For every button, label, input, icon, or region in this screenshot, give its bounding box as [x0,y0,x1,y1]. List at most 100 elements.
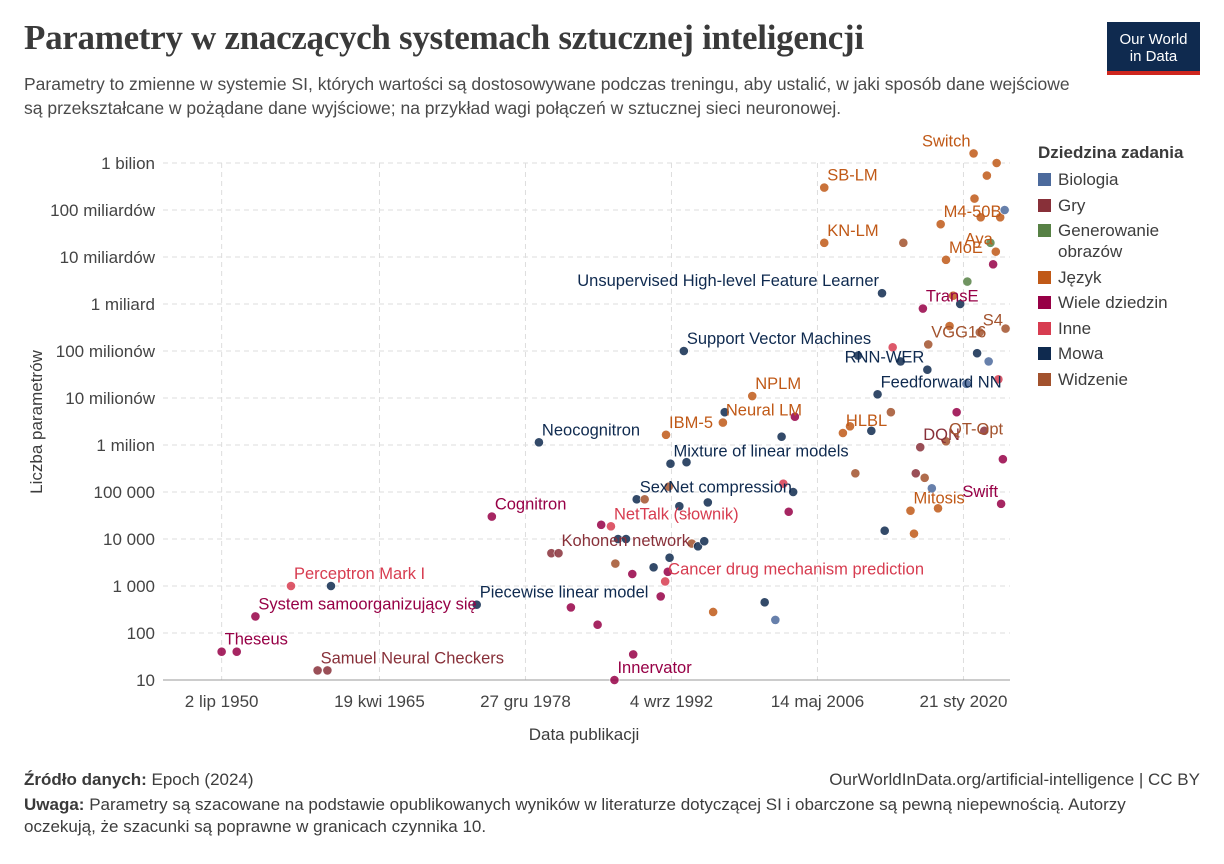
data-point[interactable] [944,321,955,331]
data-point[interactable] [231,646,242,657]
data-point[interactable] [681,457,692,468]
data-point[interactable] [678,346,689,356]
data-point[interactable] [997,454,1008,465]
data-point[interactable] [216,646,227,657]
data-point[interactable] [621,534,631,544]
data-point[interactable] [988,259,999,270]
data-point[interactable] [923,339,934,350]
data-point[interactable] [606,521,616,532]
data-point[interactable] [910,468,921,479]
data-point[interactable] [819,237,830,248]
data-point[interactable] [885,407,896,418]
data-point[interactable] [979,425,990,436]
data-point[interactable] [609,675,620,685]
data-point[interactable] [566,602,576,613]
data-point[interactable] [783,506,794,517]
data-point[interactable] [941,436,951,447]
legend-item[interactable]: Mowa [1038,343,1218,364]
data-point[interactable] [879,525,890,536]
source-url[interactable]: OurWorldInData.org/artificial-intelligen… [829,770,1200,789]
data-point[interactable] [985,237,996,248]
data-point[interactable] [1000,323,1011,334]
data-point[interactable] [981,170,992,181]
data-point[interactable] [778,478,789,489]
data-point[interactable] [322,665,333,676]
data-point[interactable] [662,566,673,577]
data-point[interactable] [486,511,497,522]
legend-item[interactable]: Wiele dziedzin [1038,292,1218,313]
data-point[interactable] [717,417,728,428]
data-point[interactable] [917,303,928,314]
legend-item[interactable]: Inne [1038,318,1218,339]
data-point[interactable] [747,391,758,401]
data-point[interactable] [326,581,336,591]
data-point[interactable] [962,276,973,287]
data-point[interactable] [853,350,863,361]
data-point[interactable] [991,158,1002,168]
data-point[interactable] [819,182,830,193]
data-point[interactable] [286,581,296,591]
data-point[interactable] [312,665,323,676]
data-point[interactable] [975,212,986,223]
data-point[interactable] [850,468,861,479]
data-point[interactable] [648,562,659,573]
legend-item[interactable]: Biologia [1038,169,1218,190]
data-point[interactable] [996,498,1006,509]
data-point[interactable] [948,290,959,301]
data-point[interactable] [596,519,607,530]
data-point[interactable] [665,458,676,469]
data-point[interactable] [592,619,603,630]
data-point[interactable] [955,299,966,309]
data-point[interactable] [990,246,1001,257]
data-point[interactable] [838,428,848,438]
data-point[interactable] [610,558,621,569]
data-point[interactable] [664,552,675,563]
data-point[interactable] [935,219,946,230]
data-point[interactable] [655,591,666,602]
data-point[interactable] [534,437,544,448]
legend-item[interactable]: Język [1038,267,1218,288]
data-point[interactable] [905,505,916,516]
data-point[interactable] [660,576,671,587]
data-point[interactable] [933,503,943,514]
data-point[interactable] [699,536,710,547]
data-point[interactable] [995,212,1006,223]
data-point[interactable] [866,425,877,436]
data-point[interactable] [661,429,671,440]
legend-item[interactable]: Widzenie [1038,369,1218,390]
data-point[interactable] [951,407,962,418]
data-point[interactable] [639,494,650,505]
data-point[interactable] [790,411,800,422]
data-point[interactable] [969,193,980,204]
data-point[interactable] [919,472,930,483]
data-point[interactable] [663,481,674,492]
data-point[interactable] [895,356,906,367]
owid-logo[interactable]: Our World in Data [1107,22,1200,75]
data-point[interactable] [708,607,719,617]
data-point[interactable] [926,483,937,494]
data-point[interactable] [877,288,887,299]
data-point[interactable] [627,569,638,579]
data-point[interactable] [553,548,564,559]
data-point[interactable] [788,487,799,497]
data-point[interactable] [915,442,926,453]
data-point[interactable] [845,421,855,432]
data-point[interactable] [702,497,713,508]
data-point[interactable] [941,254,951,265]
data-point[interactable] [961,378,972,389]
data-point[interactable] [719,407,730,418]
data-point[interactable] [471,599,482,610]
legend-item[interactable]: Gry [1038,195,1218,216]
data-point[interactable] [776,431,787,442]
legend-item[interactable]: Generowanie obrazów [1038,220,1218,262]
data-point[interactable] [674,501,685,512]
data-point[interactable] [922,364,933,375]
data-point[interactable] [999,205,1010,215]
data-point[interactable] [983,356,994,367]
data-point[interactable] [759,597,770,608]
data-point[interactable] [770,614,781,625]
data-point[interactable] [974,327,985,338]
data-point[interactable] [909,528,919,539]
data-point[interactable] [872,389,883,400]
data-point[interactable] [250,611,261,622]
